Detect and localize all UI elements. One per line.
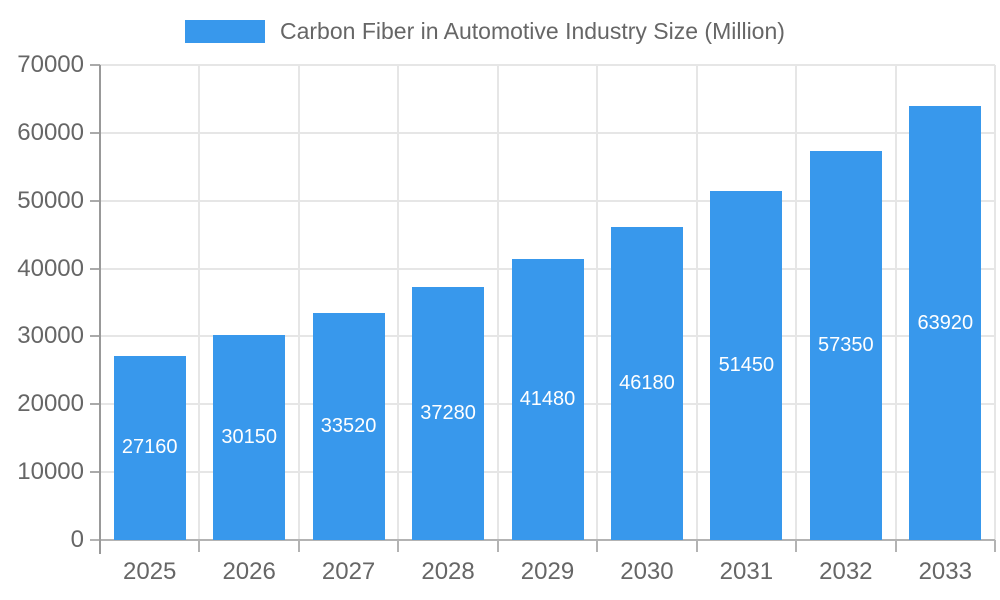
x-tick-label: 2026 — [222, 558, 276, 585]
v-gridline — [596, 65, 599, 540]
bar-value-label: 27160 — [121, 436, 178, 459]
x-axis-tick — [795, 540, 798, 552]
h-gridline — [100, 199, 995, 202]
bar: 27160 — [113, 355, 186, 540]
bar: 46180 — [610, 226, 683, 540]
x-tick-label: 2031 — [719, 558, 774, 585]
bar: 30150 — [213, 335, 286, 540]
y-axis-tick — [90, 403, 100, 406]
bar: 33520 — [312, 312, 385, 540]
y-axis-tick — [90, 199, 100, 202]
bar: 63920 — [909, 106, 982, 540]
y-tick-label: 0 — [70, 526, 84, 553]
bar-value-label: 37280 — [420, 402, 476, 424]
bar-value-label: 51450 — [718, 353, 775, 376]
bar-value-label: 30150 — [221, 426, 277, 449]
v-gridline — [297, 65, 300, 540]
x-axis-tick — [894, 540, 897, 552]
y-axis-tick — [90, 267, 100, 270]
x-axis-tick — [198, 540, 201, 552]
x-axis-tick — [496, 540, 499, 552]
v-gridline — [198, 65, 201, 540]
bar-value-label: 57350 — [818, 333, 874, 356]
x-axis-tick — [994, 540, 996, 552]
h-gridline — [100, 131, 995, 134]
y-tick-label: 40000 — [17, 254, 84, 282]
legend-label: Carbon Fiber in Automotive Industry Size… — [280, 18, 785, 44]
bar: 41480 — [511, 258, 584, 540]
bar: 57350 — [809, 150, 882, 540]
x-axis-tick — [695, 540, 698, 552]
x-tick-label: 2028 — [421, 558, 475, 585]
x-tick-label: 2029 — [520, 558, 575, 585]
x-axis-tick — [596, 540, 599, 552]
v-gridline — [397, 65, 400, 540]
y-tick-label: 20000 — [17, 390, 84, 418]
y-axis — [99, 65, 101, 554]
bar-value-label: 33520 — [320, 414, 377, 437]
y-tick-label: 10000 — [17, 458, 84, 486]
x-axis-tick — [297, 540, 300, 552]
legend-swatch — [185, 20, 265, 43]
v-gridline — [795, 65, 798, 540]
y-tick-label: 30000 — [17, 322, 84, 350]
bar: 37280 — [412, 287, 485, 540]
x-tick-label: 2027 — [321, 558, 376, 585]
y-tick-label: 60000 — [17, 118, 84, 146]
x-tick-label: 2032 — [819, 558, 873, 585]
y-axis-tick — [90, 471, 100, 474]
v-gridline — [695, 65, 698, 540]
x-tick-label: 2025 — [123, 558, 177, 585]
legend-item[interactable]: Carbon Fiber in Automotive Industry Size… — [185, 18, 785, 45]
h-gridline — [100, 64, 995, 66]
bar: 51450 — [710, 190, 783, 540]
y-tick-label: 70000 — [17, 51, 84, 78]
y-axis-tick — [90, 64, 100, 66]
x-tick-label: 2033 — [918, 558, 972, 585]
v-gridline — [994, 65, 996, 540]
y-axis-tick — [90, 335, 100, 338]
bar-value-label: 41480 — [519, 387, 576, 410]
x-tick-label: 2030 — [620, 558, 674, 585]
y-tick-label: 50000 — [17, 186, 84, 214]
x-axis — [90, 539, 995, 541]
y-axis-tick — [90, 131, 100, 134]
x-axis-tick — [397, 540, 400, 552]
v-gridline — [894, 65, 897, 540]
bar-value-label: 63920 — [917, 311, 974, 334]
bar-value-label: 46180 — [619, 371, 675, 394]
v-gridline — [496, 65, 499, 540]
